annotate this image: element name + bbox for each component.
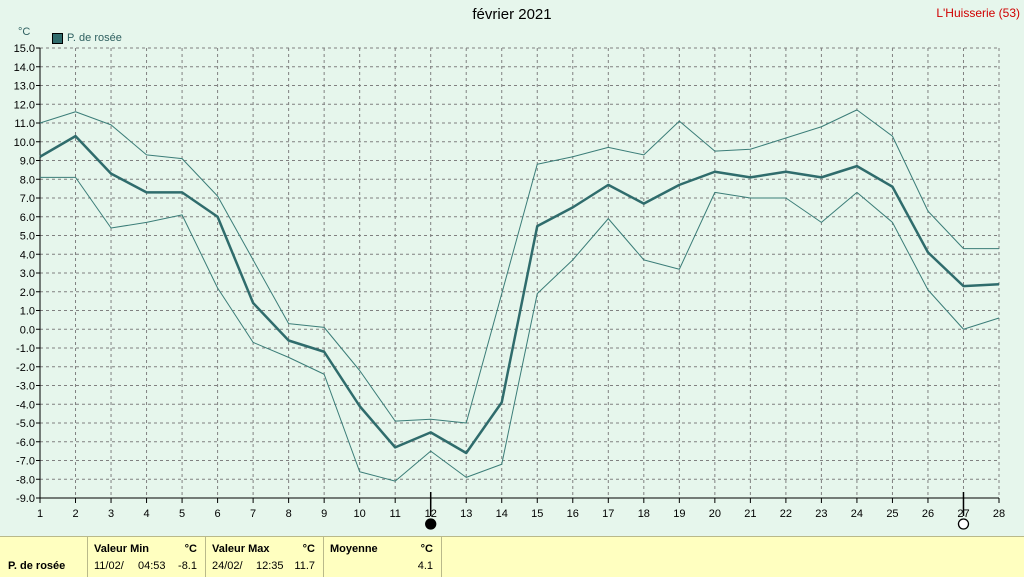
series-line-max (39, 109, 999, 424)
stats-min-date: 11/02/ (94, 560, 124, 572)
y-tick-label: -2.0 (16, 362, 35, 374)
x-tick-label: 8 (286, 508, 292, 520)
stats-row-label: P. de rosée (8, 560, 66, 572)
x-tick-label: 5 (179, 508, 185, 520)
y-tick-label: 10.0 (14, 137, 35, 149)
legend-swatch (52, 32, 63, 44)
x-tick-label: 25 (886, 508, 898, 520)
y-tick-label: 15.0 (14, 43, 35, 55)
x-tick-label: 11 (389, 508, 400, 520)
x-tick-label: 28 (993, 508, 1005, 520)
x-tick-label: 3 (108, 508, 114, 520)
y-tick-label: -1.0 (16, 343, 35, 355)
x-tick-label: 6 (215, 508, 221, 520)
stats-max-time: 12:35 (256, 560, 284, 572)
series-line-mean (39, 134, 1000, 455)
y-axis-unit: °C (18, 26, 31, 38)
chart-title: février 2021 (472, 6, 552, 23)
y-tick-label: 0.0 (20, 324, 35, 336)
y-tick-label: -7.0 (16, 456, 35, 468)
stats-max-cell: Valeur Max °C 24/02/ 12:35 11.7 (206, 537, 324, 577)
stats-avg-value: 4.1 (417, 560, 433, 572)
x-tick-label: 10 (354, 508, 366, 520)
x-tick-label: 19 (673, 508, 685, 520)
x-tick-label: 20 (709, 508, 721, 520)
x-tick-label: 26 (922, 508, 934, 520)
x-tick-label: 24 (851, 508, 863, 520)
x-tick-label: 4 (143, 508, 149, 520)
y-tick-label: 9.0 (20, 156, 35, 168)
x-tick-label: 17 (602, 508, 614, 520)
x-tick-label: 15 (531, 508, 543, 520)
x-tick-label: 18 (638, 508, 650, 520)
y-tick-label: -9.0 (16, 493, 35, 505)
y-tick-label: -3.0 (16, 381, 35, 393)
y-tick-label: -4.0 (16, 399, 35, 411)
x-tick-label: 21 (744, 508, 756, 520)
y-tick-label: 5.0 (20, 231, 35, 243)
y-tick-label: 12.0 (14, 99, 35, 111)
new-moon-icon (425, 518, 437, 530)
y-tick-label: -8.0 (16, 474, 35, 486)
stats-min-cell: Valeur Min °C 11/02/ 04:53 -8.1 (88, 537, 206, 577)
x-tick-label: 14 (496, 508, 508, 520)
legend: P. de rosée (52, 32, 122, 44)
stats-row-label-cell: P. de rosée (0, 537, 88, 577)
station-name: L'Huisserie (53) (936, 6, 1020, 20)
stats-max-value: 11.7 (294, 560, 315, 572)
y-tick-label: 8.0 (20, 174, 35, 186)
y-tick-label: 2.0 (20, 287, 35, 299)
y-tick-label: 4.0 (20, 249, 35, 261)
x-tick-label: 1 (37, 508, 43, 520)
series-line-min (40, 176, 1000, 482)
stats-max-header: Valeur Max (212, 543, 270, 555)
stats-min-unit: °C (184, 543, 197, 555)
stats-avg-unit: °C (420, 543, 433, 555)
stats-min-value: -8.1 (178, 560, 197, 572)
y-tick-label: 14.0 (14, 62, 35, 74)
x-tick-label: 23 (815, 508, 827, 520)
x-tick-label: 16 (567, 508, 579, 520)
x-tick-label: 9 (321, 508, 327, 520)
y-tick-label: 11.0 (14, 118, 35, 130)
x-tick-label: 2 (72, 508, 78, 520)
stats-max-date: 24/02/ (212, 560, 243, 572)
y-tick-label: 1.0 (20, 306, 35, 318)
stats-max-unit: °C (302, 543, 315, 555)
stats-min-header: Valeur Min (94, 543, 150, 555)
x-tick-label: 7 (250, 508, 256, 520)
y-tick-label: -5.0 (16, 418, 35, 430)
legend-label: P. de rosée (67, 32, 122, 44)
x-tick-label: 22 (780, 508, 792, 520)
stats-panel: P. de rosée Valeur Min °C 11/02/ 04:53 -… (0, 536, 1024, 577)
full-moon-icon (957, 518, 970, 530)
y-tick-label: -6.0 (16, 437, 35, 449)
x-tick-label: 13 (460, 508, 472, 520)
y-tick-label: 7.0 (20, 193, 35, 205)
dew-point-chart: -9.0 -8.0 -7.0 -6.0 -5.0 -4.0 -3.0 -2.0 -1.0 0.0 1… (14, 43, 1005, 530)
y-tick-label: 3.0 (20, 268, 35, 280)
stats-avg-header: Moyenne (330, 543, 378, 555)
y-tick-label: 13.0 (14, 81, 35, 93)
stats-min-time: 04:53 (138, 560, 166, 572)
stats-avg-cell: Moyenne °C 4.1 (324, 537, 442, 577)
y-tick-label: 6.0 (20, 212, 35, 224)
